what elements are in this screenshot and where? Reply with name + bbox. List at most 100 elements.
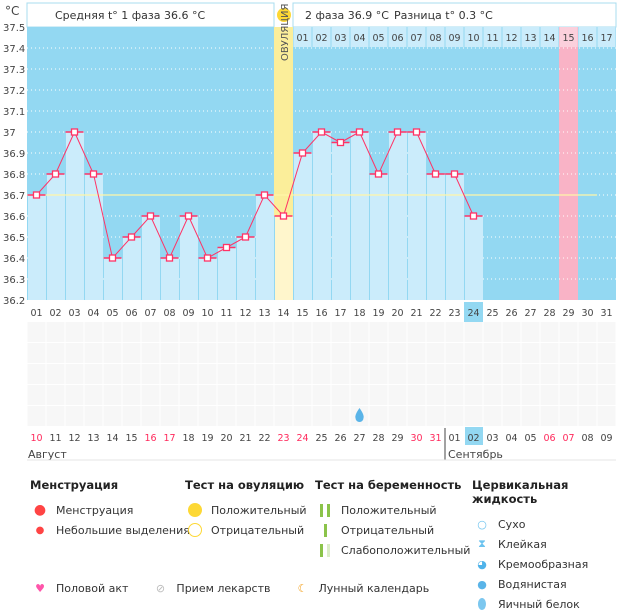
cycle-day-label: 13	[258, 308, 270, 319]
legend-item: Слабоположительный	[341, 543, 471, 557]
temperature-point	[469, 212, 478, 220]
temperature-point	[393, 128, 402, 136]
observation-cell	[521, 322, 540, 342]
egg-white-icon: ⬮	[477, 595, 487, 613]
cycle-day-label: 26	[505, 308, 517, 319]
observation-cell	[122, 406, 141, 426]
observation-cell	[141, 364, 160, 384]
observation-cell	[483, 322, 502, 342]
cycle-day-label: 02	[49, 308, 61, 319]
phase2-day-cell	[578, 27, 597, 47]
observation-cell	[198, 322, 217, 342]
y-tick-label: 36.8	[3, 170, 25, 181]
phase2-day-label: 11	[486, 33, 498, 44]
observation-cell	[597, 322, 616, 342]
observation-cell	[331, 406, 350, 426]
small-drop-icon: ●	[35, 524, 45, 536]
observation-cell	[217, 343, 236, 363]
phase2-average: 2 фаза 36.9 °C	[305, 9, 389, 22]
observation-cell	[331, 364, 350, 384]
phase2-day-cell	[407, 27, 426, 47]
observation-cell	[350, 364, 369, 384]
phase2-day-label: 16	[581, 33, 593, 44]
cycle-day-label: 31	[600, 308, 612, 319]
observation-cell	[559, 322, 578, 342]
temperature-point	[127, 233, 136, 241]
observation-cell	[160, 343, 179, 363]
observation-cell	[27, 364, 46, 384]
observation-cell	[464, 343, 483, 363]
calendar-date: 28	[372, 433, 384, 444]
cycle-day-label: 08	[163, 308, 175, 319]
ovulation-sun-icon	[277, 8, 291, 22]
observation-cell	[293, 406, 312, 426]
faint-lines-icon	[315, 543, 335, 557]
observation-cell	[388, 385, 407, 405]
cycle-day-label: 28	[543, 308, 555, 319]
cycle-day-label: 10	[201, 308, 213, 319]
cycle-day-label: 06	[125, 308, 137, 319]
phase2-day-cell	[350, 27, 369, 47]
calendar-date: 01	[448, 433, 460, 444]
cycle-day-label: 05	[106, 308, 118, 319]
temperature-point	[184, 212, 193, 220]
observation-cell	[597, 406, 616, 426]
observation-cell	[312, 406, 331, 426]
phase2-day-cell	[540, 27, 559, 47]
temperature-bar	[28, 195, 46, 300]
observation-cell	[65, 385, 84, 405]
observation-cell	[426, 406, 445, 426]
watery-icon: ●	[477, 577, 487, 591]
observation-cell	[274, 385, 293, 405]
phase2-day-cell	[502, 27, 521, 47]
observation-cell	[483, 343, 502, 363]
legend-item: Отрицательный	[211, 523, 305, 537]
legend-title: Менструация	[30, 478, 119, 492]
temperature-bar	[256, 195, 274, 300]
calendar-date: 18	[182, 433, 194, 444]
observation-cell	[179, 322, 198, 342]
observation-cell	[464, 406, 483, 426]
observation-cell	[255, 364, 274, 384]
observation-cell	[521, 343, 540, 363]
observation-cell	[597, 385, 616, 405]
temperature-point	[355, 128, 364, 136]
calendar-date: 10	[30, 433, 42, 444]
cycle-day-label: 04	[87, 308, 99, 319]
cycle-day-label: 23	[448, 308, 460, 319]
observation-cell	[426, 343, 445, 363]
observation-cell	[445, 343, 464, 363]
observation-cell	[426, 385, 445, 405]
observation-cell	[274, 364, 293, 384]
calendar-date: 22	[258, 433, 270, 444]
calendar-date: 13	[87, 433, 99, 444]
phase2-day-cell	[312, 27, 331, 47]
phase2-day-label: 12	[505, 33, 517, 44]
temperature-point	[222, 243, 231, 252]
cycle-day-label: 27	[524, 308, 536, 319]
temperature-bar	[66, 132, 84, 300]
observation-cell	[369, 406, 388, 426]
observation-cell	[312, 322, 331, 342]
observation-cell	[236, 343, 255, 363]
phase2-day-label: 10	[467, 33, 479, 44]
observation-cell	[578, 343, 597, 363]
observation-cell	[160, 385, 179, 405]
cycle-day-label: 11	[220, 308, 232, 319]
y-tick-label: 37.2	[3, 86, 25, 97]
legend-title: Тест на беременность	[315, 478, 462, 492]
moon-icon: ☾	[297, 581, 308, 595]
y-tick-label: 36.4	[3, 254, 25, 265]
observation-cell	[312, 343, 331, 363]
legend-item: Отрицательный	[341, 523, 435, 537]
cycle-day-label: 16	[315, 308, 327, 319]
phase2-day-label: 02	[315, 33, 327, 44]
observation-cell	[84, 364, 103, 384]
temperature-point	[203, 254, 212, 262]
observation-cell	[445, 364, 464, 384]
observation-cell	[293, 343, 312, 363]
temperature-bar	[332, 142, 350, 300]
legend-cervical-fluid: Цервикальная жидкость ○ Сухо ⧗ Клейкая ◕ Кр…	[472, 478, 626, 614]
observation-cell	[27, 322, 46, 342]
calendar-date: 07	[562, 433, 574, 444]
